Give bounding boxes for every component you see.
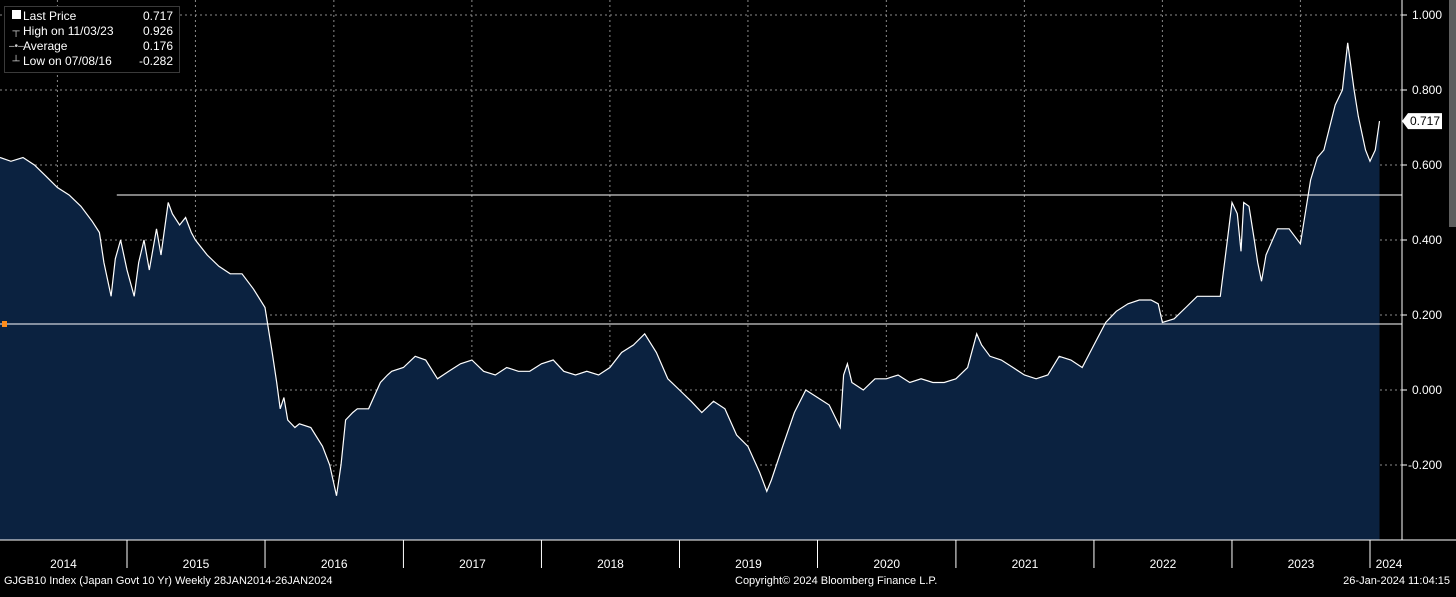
x-tick-label: 2016: [321, 557, 348, 571]
x-tick-label: 2022: [1150, 557, 1177, 571]
y-tick-label: 0.000: [1412, 383, 1442, 397]
y-axis-ticks: 1.000 0.800 0.600 0.400 0.200 0.000 -0.200: [1402, 8, 1442, 472]
x-tick-label: 2021: [1012, 557, 1039, 571]
footer-timestamp: 26-Jan-2024 11:04:15: [1343, 575, 1450, 587]
legend-value: 0.176: [142, 39, 173, 53]
legend-swatch-icon: [9, 9, 23, 24]
x-tick-label: 2019: [735, 557, 762, 571]
last-price-tag-box: [1402, 113, 1442, 130]
x-tick-label: 2017: [459, 557, 486, 571]
legend-label: High on 11/03/23: [23, 24, 114, 38]
average-marker-icon: –•–: [9, 41, 24, 52]
legend-label: Average: [23, 39, 68, 53]
legend-row-last-price: Last Price 0.717: [9, 9, 173, 24]
footer-copyright: Copyright© 2024 Bloomberg Finance L.P.: [735, 575, 938, 587]
legend-row-average: –•– Average 0.176: [9, 39, 173, 54]
y-tick-label: 1.000: [1412, 8, 1442, 22]
x-tick-label: 2015: [183, 557, 210, 571]
legend-label: Low on 07/08/16: [23, 54, 112, 68]
legend-value: 0.926: [142, 24, 173, 38]
legend-value: 0.717: [142, 9, 173, 23]
low-marker-icon: ┴: [12, 56, 20, 67]
scrollbar-thumb: [1449, 0, 1456, 227]
legend-value: -0.282: [138, 54, 173, 68]
x-tick-label: 2023: [1288, 557, 1315, 571]
y-tick-label: 0.800: [1412, 83, 1442, 97]
series-area: [0, 42, 1380, 541]
y-tick-label: 0.600: [1412, 158, 1442, 172]
legend-label: Last Price: [23, 9, 77, 23]
series-line: [0, 42, 1381, 496]
legend-row-low: ┴ Low on 07/08/16 -0.282: [9, 54, 173, 69]
y-tick-label: 0.200: [1412, 308, 1442, 322]
last-price-tag-label: 0.717: [1410, 114, 1440, 128]
footer-index-info: GJGB10 Index (Japan Govt 10 Yr) Weekly 2…: [4, 575, 333, 587]
average-marker: [2, 321, 7, 327]
legend-row-high: ┬ High on 11/03/23 0.926: [9, 24, 173, 39]
x-tick-label: 2020: [873, 557, 900, 571]
last-price-tag: 0.717: [1402, 113, 1442, 130]
x-axis-ticks: 2014 2015 2016 2017 2018 2019 2020 2021 2022 2023…: [50, 540, 1403, 571]
y-tick-label: 0.400: [1412, 233, 1442, 247]
high-marker-icon: ┬: [12, 26, 20, 37]
x-tick-label: 2018: [597, 557, 624, 571]
y-tick-label: -0.200: [1408, 458, 1442, 472]
legend: Last Price 0.717 ┬ High on 11/03/23 0.92…: [4, 6, 180, 73]
x-tick-label: 2024: [1376, 557, 1403, 571]
x-tick-label: 2014: [50, 557, 77, 571]
